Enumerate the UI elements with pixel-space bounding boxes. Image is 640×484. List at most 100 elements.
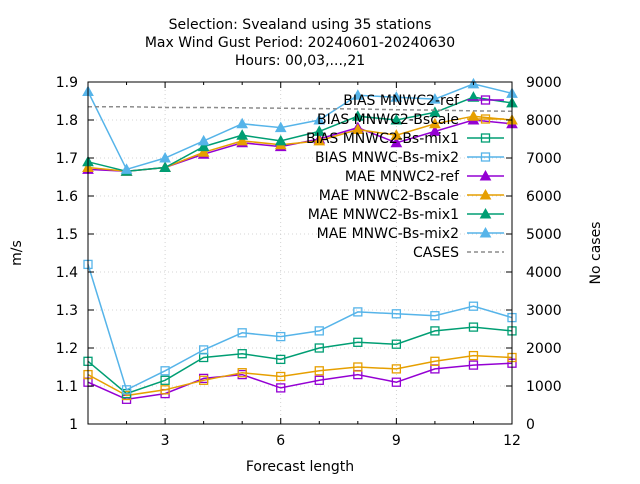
point-s7-2 — [159, 151, 171, 163]
point-s1-4 — [237, 368, 247, 378]
point-s3-2 — [160, 366, 170, 376]
point-s6-2 — [159, 161, 171, 172]
point-s5-8 — [390, 129, 403, 140]
y2-tick-label-4: 4000 — [526, 265, 562, 281]
point-s7-5 — [274, 121, 287, 133]
point-s6-9 — [429, 106, 441, 117]
y2-tick-label-7: 7000 — [526, 151, 562, 167]
legend-label-1: BIAS MNWC2-Bscale — [317, 112, 459, 128]
series-line-3 — [87, 264, 513, 391]
point-s2-8 — [391, 339, 402, 349]
axis-ticks: 3 6 9 12 1 1.1 1.2 1.3 1.4 1.5 1.6 1.7 1.8 1.9 0 1000 20… — [56, 75, 562, 449]
point-s7-7 — [351, 89, 364, 100]
legend-label-7: MAE MNWC-Bs-mix2 — [317, 226, 459, 242]
point-s0-10 — [468, 360, 479, 370]
legend-label-8: CASES — [413, 245, 459, 261]
x-tick-label-0: 3 — [161, 433, 170, 449]
point-s1-6 — [314, 366, 324, 376]
point-s0-8 — [391, 377, 402, 387]
y2-axis-label: No cases — [588, 222, 604, 285]
point-s1-8 — [391, 364, 402, 374]
point-s7-9 — [429, 93, 441, 104]
series-line-8 — [88, 105, 513, 113]
point-s5-4 — [236, 134, 249, 146]
point-s7-8 — [390, 91, 403, 102]
y-tick-label-5: 1.5 — [56, 227, 78, 243]
point-s0-5 — [276, 383, 286, 393]
point-s3-7 — [353, 307, 363, 317]
legend-marker-3 — [480, 152, 491, 162]
point-s1-5 — [276, 371, 286, 382]
legend-label-2: BIAS MNWC2-Bs-mix1 — [306, 131, 459, 147]
point-s0-6 — [314, 375, 324, 385]
y2-tick-label-5: 5000 — [526, 227, 562, 243]
y2-tick-label-8: 8000 — [526, 113, 562, 129]
series-line-1 — [87, 354, 513, 397]
point-s6-3 — [197, 140, 210, 152]
point-s6-8 — [390, 113, 403, 125]
point-s5-3 — [197, 146, 210, 157]
point-s6-5 — [274, 134, 287, 146]
point-s6-6 — [313, 125, 326, 136]
point-s3-1 — [121, 385, 132, 395]
point-s3-3 — [198, 345, 209, 355]
legend-label-5: MAE MNWC2-Bscale — [319, 188, 459, 204]
chart-title-line-3: Hours: 00,03,...,21 — [235, 53, 365, 69]
point-s3-4 — [237, 328, 247, 338]
y-tick-label-3: 1.3 — [56, 303, 78, 319]
point-s1-7 — [353, 362, 363, 372]
point-s2-7 — [353, 337, 363, 347]
chart-title-line-2: Max Wind Gust Period: 20240601-20240630 — [145, 35, 455, 51]
legend: BIAS MNWC2-ref BIAS MNWC2-Bscale BIAS MNWC… — [306, 93, 504, 261]
series-line-2 — [87, 326, 513, 395]
legend-label-3: BIAS MNWC-Bs-mix2 — [315, 150, 459, 166]
point-s6-10 — [467, 91, 480, 102]
legend-label-0: BIAS MNWC2-ref — [343, 93, 460, 109]
point-s3-8 — [391, 309, 402, 319]
legend-marker-0 — [480, 95, 491, 105]
x-tick-label-3: 12 — [503, 433, 521, 449]
legend-label-4: MAE MNWC2-ref — [345, 169, 460, 185]
legend-marker-4 — [479, 169, 492, 181]
legend-marker-7 — [479, 226, 492, 238]
y2-tick-label-6: 6000 — [526, 189, 562, 205]
y-tick-label-9: 1.9 — [56, 75, 78, 91]
point-s6-7 — [351, 110, 364, 121]
series-3 — [83, 259, 517, 395]
legend-label-6: MAE MNWC2-Bs-mix1 — [308, 207, 459, 223]
point-s5-9 — [429, 117, 441, 129]
point-s2-10 — [468, 322, 479, 332]
series-8 — [88, 105, 513, 113]
point-s1-10 — [468, 350, 479, 361]
point-s6-4 — [236, 129, 249, 140]
y-tick-label-6: 1.6 — [56, 189, 78, 205]
y-tick-label-2: 1.2 — [56, 341, 78, 357]
point-s7-4 — [236, 117, 249, 129]
point-s5-10 — [467, 110, 480, 121]
y2-tick-label-2: 2000 — [526, 341, 562, 357]
y-tick-label-1: 1.1 — [56, 379, 78, 395]
point-s5-6 — [313, 134, 326, 146]
point-s2-4 — [237, 349, 247, 359]
y-tick-label-8: 1.8 — [56, 113, 78, 129]
series-1 — [83, 350, 517, 401]
y-axis-label: m/s — [9, 240, 25, 266]
legend-marker-6 — [479, 207, 492, 219]
plot-frame — [87, 81, 513, 425]
point-s3-6 — [314, 326, 324, 336]
legend-marker-5 — [479, 188, 492, 200]
x-axis-label: Forecast length — [246, 459, 354, 475]
point-s2-6 — [314, 343, 324, 353]
legend-marker-2 — [480, 133, 491, 143]
point-s7-1 — [120, 163, 133, 174]
point-s2-2 — [160, 375, 170, 385]
y2-tick-label-1: 1000 — [526, 379, 562, 395]
point-s1-2 — [160, 385, 170, 395]
point-s3-10 — [468, 301, 479, 311]
chart-title: Selection: Svealand using 35 stations Ma… — [145, 17, 455, 69]
y-tick-label-4: 1.4 — [56, 265, 78, 281]
chart-title-line-1: Selection: Svealand using 35 stations — [169, 17, 432, 33]
series-line-7 — [87, 83, 513, 171]
series-line-0 — [87, 362, 513, 401]
